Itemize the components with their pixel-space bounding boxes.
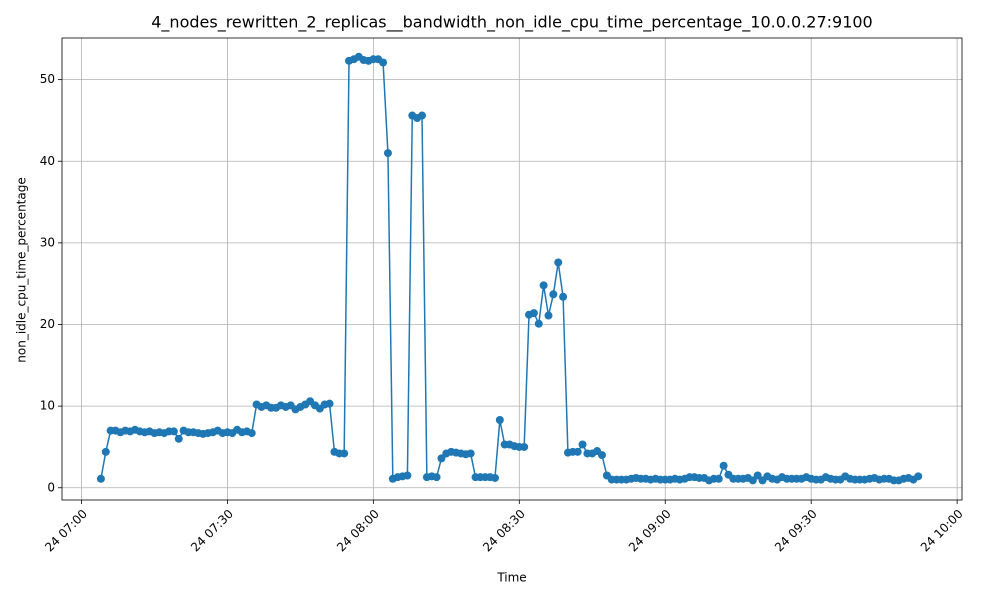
data-point (714, 474, 723, 483)
data-point (914, 472, 923, 481)
data-point (529, 309, 538, 318)
data-point (719, 461, 728, 470)
data-point (418, 111, 426, 120)
chart-title: 4_nodes_rewritten_2_replicas__bandwidth_… (151, 13, 872, 33)
data-point (340, 449, 349, 458)
plot (96, 52, 923, 485)
data-point (598, 451, 606, 460)
data-point (101, 447, 110, 456)
data-point (403, 471, 412, 480)
data-point (534, 319, 543, 328)
data-point (559, 292, 568, 301)
data-point (247, 429, 256, 438)
x-tick-label: 24 08:30 (480, 507, 528, 555)
y-axis-label: non_idle_cpu_time_percentage (15, 177, 29, 362)
series-line (100, 55, 919, 482)
data-point (573, 447, 582, 456)
data-point (437, 454, 446, 463)
x-tick-label: 24 07:30 (188, 507, 236, 555)
grid (62, 38, 962, 500)
x-tick-label: 24 09:00 (626, 507, 674, 555)
data-point (520, 442, 529, 451)
data-point (544, 311, 553, 320)
x-tick-label: 24 10:00 (918, 507, 966, 555)
data-point (466, 449, 475, 458)
data-point (753, 471, 762, 480)
y-tick-label: 40 (40, 154, 55, 168)
plot-frame (61, 37, 963, 501)
x-tick-label: 24 08:00 (334, 507, 382, 555)
data-point (379, 58, 388, 67)
data-point (432, 473, 441, 482)
data-point (490, 473, 499, 482)
y-tick-label: 20 (40, 317, 55, 331)
data-point (549, 290, 558, 299)
data-point (383, 149, 392, 158)
y-tick-label: 30 (40, 235, 55, 249)
data-point (174, 434, 183, 443)
y-tick-label: 50 (40, 72, 55, 86)
data-point (96, 474, 105, 483)
data-point (169, 427, 178, 436)
data-point (748, 476, 757, 485)
data-point (539, 281, 548, 290)
x-axis-label: Time (496, 571, 526, 585)
data-point (325, 399, 334, 408)
x-tick-label: 24 07:00 (42, 507, 90, 555)
y-tick-label: 0 (47, 480, 55, 494)
y-tick-label: 10 (40, 399, 55, 413)
data-point (554, 258, 563, 267)
data-point (578, 440, 587, 449)
x-tick-label: 24 09:30 (772, 507, 820, 555)
data-point (495, 416, 504, 425)
